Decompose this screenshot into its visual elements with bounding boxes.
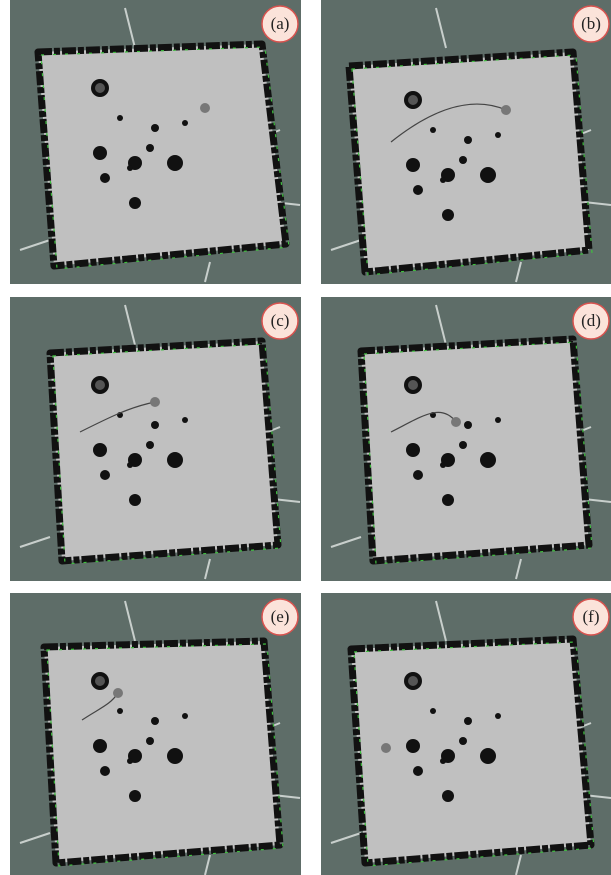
- panel-label: (a): [271, 14, 290, 33]
- obstacle: [459, 156, 467, 164]
- obstacle: [127, 462, 133, 468]
- obstacle: [117, 708, 123, 714]
- obstacle: [464, 421, 472, 429]
- obstacle: [100, 766, 110, 776]
- obstacle: [100, 173, 110, 183]
- robot: [113, 688, 123, 698]
- obstacle: [182, 713, 188, 719]
- obstacle: [413, 470, 423, 480]
- obstacle: [167, 155, 183, 171]
- obstacle: [127, 758, 133, 764]
- obstacle: [413, 185, 423, 195]
- obstacle: [459, 737, 467, 745]
- obstacle: [440, 462, 446, 468]
- obstacle: [146, 144, 154, 152]
- obstacle: [413, 766, 423, 776]
- robot: [150, 397, 160, 407]
- robot: [501, 105, 511, 115]
- obstacle: [442, 790, 454, 802]
- obstacle: [93, 739, 107, 753]
- obstacle: [167, 452, 183, 468]
- panel-label: (d): [581, 311, 601, 330]
- obstacle: [182, 417, 188, 423]
- obstacle: [464, 136, 472, 144]
- obstacle: [93, 146, 107, 160]
- obstacle: [117, 115, 123, 121]
- obstacle: [406, 739, 420, 753]
- obstacle: [151, 717, 159, 725]
- map-panel: (c): [10, 297, 301, 581]
- obstacle: [442, 209, 454, 221]
- obstacle: [480, 452, 496, 468]
- free-space: [361, 339, 589, 561]
- obstacle: [167, 748, 183, 764]
- figure: (a) (b) (c) (d) (e) (f): [0, 0, 611, 875]
- obstacle: [146, 441, 154, 449]
- robot: [451, 417, 461, 427]
- obstacle: [406, 443, 420, 457]
- map-panel: (a): [10, 0, 301, 284]
- obstacle: [440, 177, 446, 183]
- obstacle-ring: [408, 95, 418, 105]
- obstacle: [100, 470, 110, 480]
- obstacle: [182, 120, 188, 126]
- free-space: [44, 641, 280, 863]
- obstacle: [146, 737, 154, 745]
- obstacle: [93, 443, 107, 457]
- obstacle-ring: [95, 380, 105, 390]
- obstacle-ring: [408, 676, 418, 686]
- obstacle: [129, 494, 141, 506]
- free-space: [38, 44, 286, 266]
- robot: [200, 103, 210, 113]
- obstacle: [430, 708, 436, 714]
- obstacle-ring: [95, 676, 105, 686]
- obstacle: [480, 167, 496, 183]
- panel-label: (c): [271, 311, 290, 330]
- obstacle: [464, 717, 472, 725]
- map-panel: (e): [10, 593, 301, 875]
- obstacle: [495, 713, 501, 719]
- obstacle: [127, 165, 133, 171]
- obstacle: [480, 748, 496, 764]
- obstacle: [459, 441, 467, 449]
- robot: [381, 743, 391, 753]
- obstacle: [495, 417, 501, 423]
- obstacle: [430, 127, 436, 133]
- panel-label: (f): [583, 607, 600, 626]
- obstacle: [129, 197, 141, 209]
- obstacle: [495, 132, 501, 138]
- panel-label: (e): [271, 607, 290, 626]
- obstacle: [129, 790, 141, 802]
- obstacle: [151, 124, 159, 132]
- free-space: [50, 341, 278, 561]
- map-panel: (f): [321, 593, 611, 875]
- obstacle: [442, 494, 454, 506]
- panel-label: (b): [581, 14, 601, 33]
- obstacle: [440, 758, 446, 764]
- obstacle: [406, 158, 420, 172]
- map-panel: (b): [321, 0, 611, 284]
- obstacle: [151, 421, 159, 429]
- free-space: [349, 52, 589, 272]
- map-panel: (d): [321, 297, 611, 581]
- obstacle-ring: [95, 83, 105, 93]
- obstacle-ring: [408, 380, 418, 390]
